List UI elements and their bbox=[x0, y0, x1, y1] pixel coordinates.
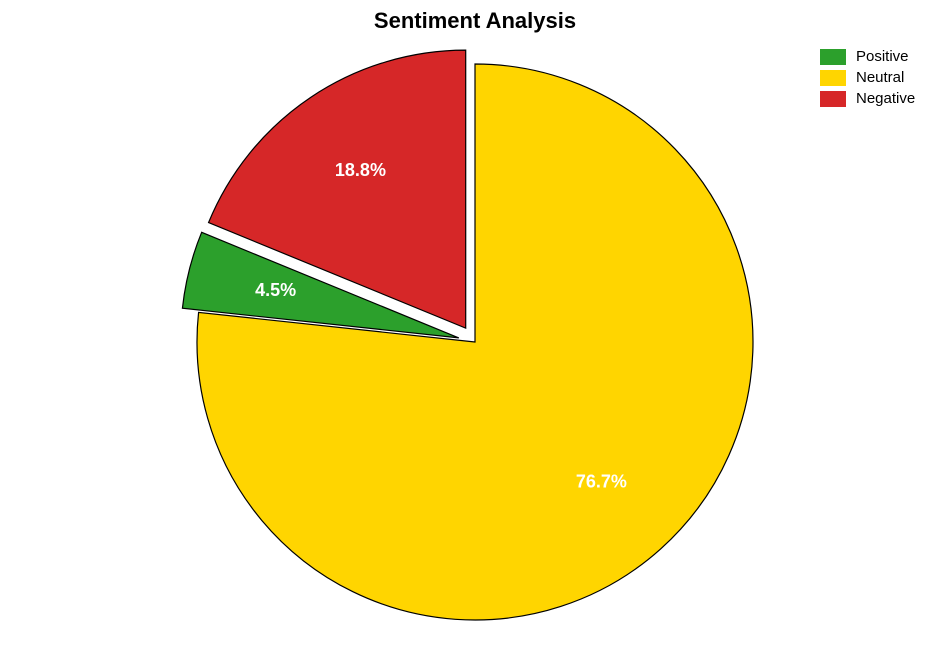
legend-item-neutral: Neutral bbox=[820, 69, 915, 86]
legend-label-neutral: Neutral bbox=[856, 69, 904, 86]
legend-swatch-negative bbox=[820, 91, 846, 107]
pie-label-negative: 18.8% bbox=[335, 160, 386, 180]
legend-swatch-positive bbox=[820, 49, 846, 65]
pie-label-neutral: 76.7% bbox=[576, 471, 627, 491]
pie-label-positive: 4.5% bbox=[255, 280, 296, 300]
legend-label-positive: Positive bbox=[856, 48, 909, 65]
chart-container: Sentiment Analysis 18.8%4.5%76.7% Positi… bbox=[0, 0, 950, 662]
legend-item-negative: Negative bbox=[820, 90, 915, 107]
legend-label-negative: Negative bbox=[856, 90, 915, 107]
legend: Positive Neutral Negative bbox=[820, 48, 915, 111]
pie-chart: 18.8% 4.5% 76.7% bbox=[0, 0, 950, 662]
legend-item-positive: Positive bbox=[820, 48, 915, 65]
legend-swatch-neutral bbox=[820, 70, 846, 86]
